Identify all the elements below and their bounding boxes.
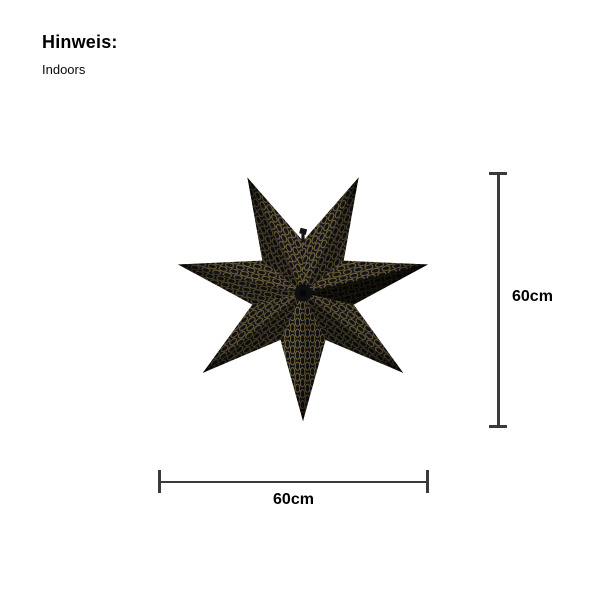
height-dimension-label: 60cm (512, 288, 553, 305)
note-body: Indoors (42, 61, 86, 77)
width-dimension-label: 60cm (273, 491, 314, 508)
width-dimension-line (158, 480, 429, 484)
width-dimension-tick-right (426, 470, 429, 493)
height-dimension-cap-top (489, 172, 507, 175)
width-dimension-tick-left (158, 470, 161, 493)
note-heading: Hinweis: (42, 32, 118, 52)
height-dimension-line (497, 172, 500, 428)
note-block: Hinweis: Indoors (42, 32, 118, 77)
height-dimension-cap-bottom (489, 425, 507, 428)
